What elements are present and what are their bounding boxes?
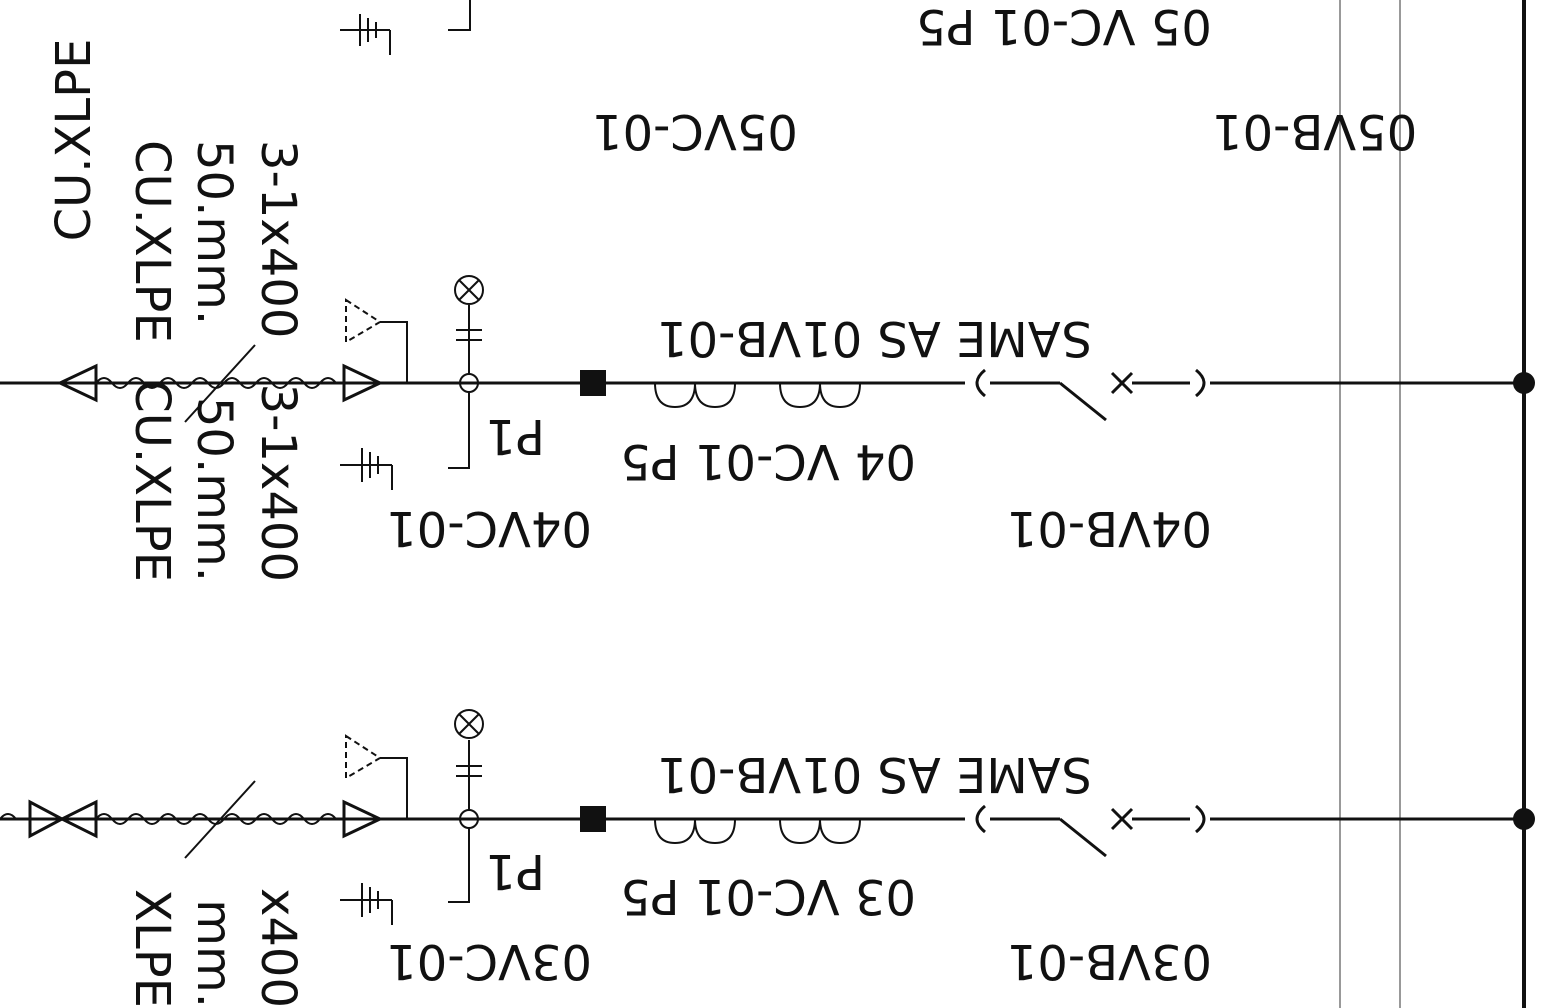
indicator-lamp-icon: [448, 275, 484, 469]
ct-label: 05 VC-01 P5: [916, 0, 1212, 54]
earth-icon: [340, 14, 391, 55]
p1-label: P1: [486, 843, 545, 899]
current-transformer-icon: [779, 382, 861, 409]
feeder-03: XLPE mm. x400 SAME AS 01VB-01 P1 03 VC-0…: [0, 709, 1535, 1008]
cable-slash: [184, 780, 256, 859]
cable-termination-icon: [28, 799, 66, 839]
cable-termination-icon: [342, 363, 384, 403]
ct-label: 04 VC-01 P5: [620, 433, 916, 489]
current-transformer-icon: [654, 382, 736, 409]
cable-count-label: 3-1x400: [250, 384, 306, 582]
circuit-breaker-icon: [975, 368, 1206, 422]
current-transformer-icon: [654, 818, 736, 845]
cable-slash: [184, 344, 256, 423]
surge-arrester-icon: [345, 298, 408, 383]
cable-count-label: x400: [250, 888, 306, 1008]
feeder-04: CU.XLPE 50.mm. 3-1x400 SAME AS 01VB-01 P…: [0, 275, 1535, 582]
p1-label: P1: [486, 408, 545, 464]
feeder-05: CU.XLPE CU.XLPE 50.mm. 3-1x400 05VC-01 0…: [46, 0, 1417, 343]
circuit-breaker-icon: [975, 804, 1206, 858]
current-transformer-icon: [779, 818, 861, 845]
breaker-label: 05VC-01: [592, 103, 798, 159]
cable-wave: [0, 813, 17, 820]
ct-marker-icon: [580, 370, 606, 396]
bus-label: 04VB-01: [1007, 500, 1212, 556]
cable-type-label: CU.XLPE: [124, 379, 180, 582]
cable-type-label: CU.XLPE: [124, 140, 180, 343]
ct-label: 03 VC-01 P5: [620, 868, 916, 924]
earth-icon: [340, 448, 393, 490]
bus-junction-dot: [1513, 372, 1535, 394]
bus-junction-dot: [1513, 808, 1535, 830]
cable-type-label: CU.XLPE: [46, 39, 102, 242]
cable-size-label: 50.mm.: [186, 140, 242, 325]
ct-lead: [448, 0, 471, 31]
breaker-label: 04VC-01: [386, 500, 592, 556]
same-as-label: SAME AS 01VB-01: [657, 310, 1092, 366]
same-as-label: SAME AS 01VB-01: [657, 746, 1092, 802]
indicator-lamp-icon: [448, 709, 484, 903]
cable-type-label: XLPE: [124, 889, 180, 1008]
ct-marker-icon: [580, 806, 606, 832]
bus-label: 05VB-01: [1212, 103, 1417, 159]
surge-arrester-icon: [345, 734, 408, 819]
cable-size-label: mm.: [186, 899, 242, 1008]
bus-label: 03VB-01: [1007, 933, 1212, 989]
breaker-label: 03VC-01: [386, 933, 592, 989]
cable-count-label: 3-1x400: [250, 140, 306, 338]
earth-icon: [340, 883, 393, 925]
cable-size-label: 50.mm.: [186, 397, 242, 582]
cable-termination-icon: [342, 799, 384, 839]
